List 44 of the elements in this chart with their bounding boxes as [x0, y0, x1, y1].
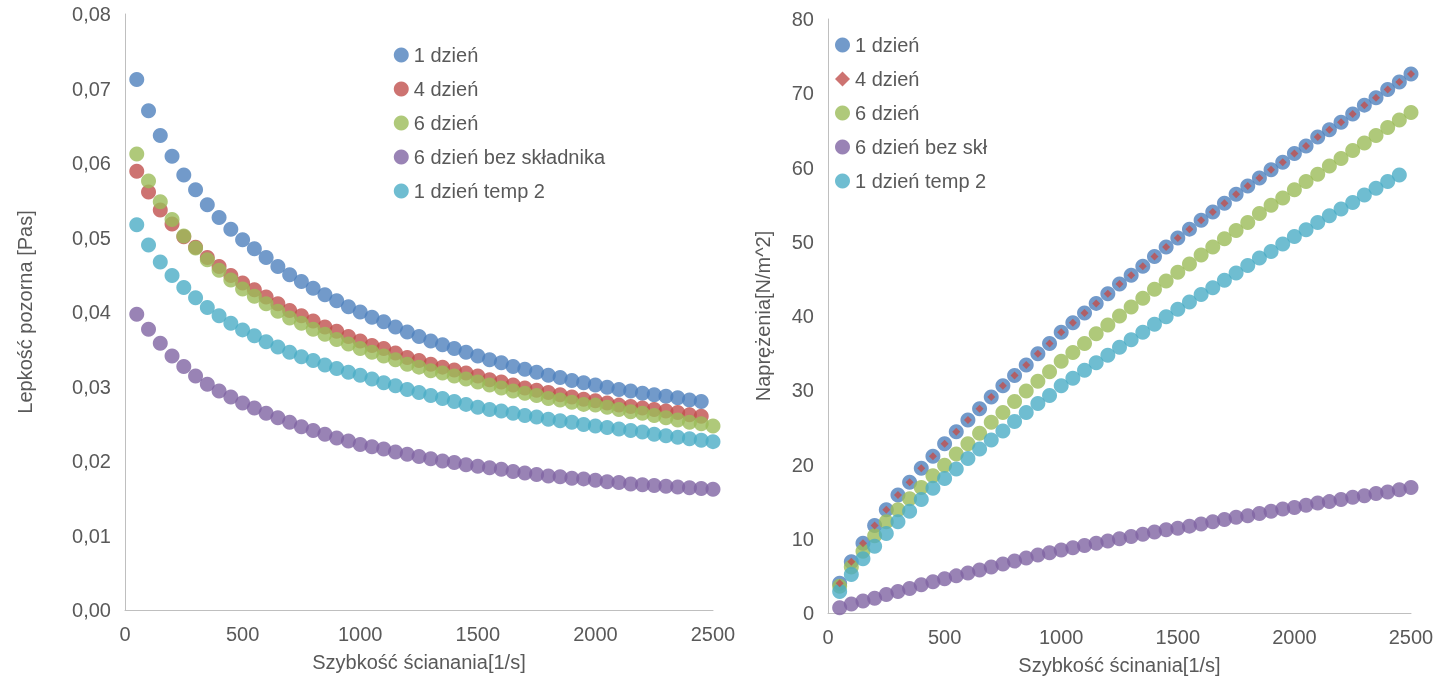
x-tick-label: 2000: [1272, 626, 1317, 648]
y-tick-label: 60: [791, 156, 814, 179]
legend-label: 6 dzień bez składnika: [413, 146, 606, 168]
legend-label: 6 dzień bez skł: [855, 136, 988, 158]
legend-label: 1 dzień temp 2: [413, 180, 545, 202]
legend-label: 4 dzień: [413, 78, 479, 100]
x-axis-title: Szybkość ścianania[1/s]: [312, 651, 526, 673]
y-tick-label: 30: [791, 379, 814, 402]
legend-label: 1 dzień temp 2: [855, 170, 987, 192]
x-tick-label: 500: [225, 623, 260, 645]
x-tick-label: 2000: [573, 623, 618, 645]
x-tick-label: 2500: [690, 623, 736, 645]
y-tick-label: 0,00: [72, 599, 111, 621]
y-tick-label: 0: [802, 602, 814, 624]
y-tick-label: 0,08: [72, 3, 111, 25]
y-tick-label: 0,06: [72, 152, 111, 174]
x-tick-label: 500: [927, 626, 962, 648]
y-tick-label: 0,02: [72, 450, 111, 472]
x-tick-label: 1500: [455, 623, 501, 645]
y-tick-label: 0,04: [72, 301, 111, 323]
legend-label: 1 dzień: [413, 44, 479, 66]
y-tick-label: 70: [791, 82, 814, 105]
y-tick-label: 10: [791, 527, 814, 550]
x-tick-label: 0: [822, 626, 834, 648]
y-tick-label: 0,07: [72, 77, 111, 100]
x-tick-label: 2500: [1388, 626, 1434, 648]
y-axis-title: Naprężenia[N/m^2]: [752, 230, 774, 402]
y-tick-label: 20: [791, 453, 814, 476]
x-tick-label: 1000: [337, 623, 383, 645]
legend-label: 1 dzień: [855, 34, 920, 56]
y-tick-label: 0,03: [72, 375, 111, 398]
y-axis-title: Lepkość pozorna [Pas]: [14, 210, 36, 414]
y-tick-label: 50: [791, 230, 814, 253]
legend-label: 6 dzień: [413, 112, 479, 134]
y-tick-label: 0,05: [72, 226, 111, 249]
x-tick-label: 1500: [1155, 626, 1201, 648]
y-tick-label: 40: [791, 305, 814, 327]
y-tick-label: 80: [791, 8, 814, 30]
x-tick-label: 0: [119, 623, 131, 645]
x-tick-label: 1000: [1038, 626, 1084, 648]
legend-label: 4 dzień: [855, 68, 920, 90]
x-axis-title: Szybkość ścinania[1/s]: [1018, 654, 1221, 676]
y-tick-label: 0,01: [72, 524, 111, 547]
legend-label: 6 dzień: [855, 102, 920, 124]
